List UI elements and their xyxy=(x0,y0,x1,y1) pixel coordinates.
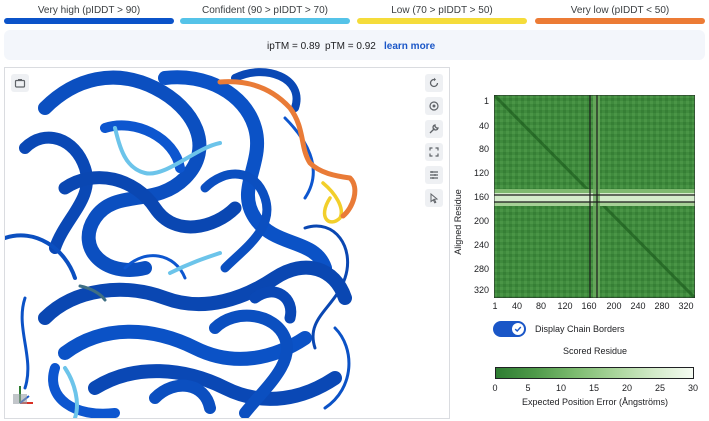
legend-confident: Confident (90 > pIDDT > 70) xyxy=(180,0,350,30)
x-tick: 120 xyxy=(557,301,573,311)
y-tick: 200 xyxy=(473,216,489,226)
chain-borders-toggle-row: Display Chain Borders xyxy=(493,321,625,337)
pae-y-label: Aligned Residue xyxy=(453,189,463,255)
pointer-icon[interactable] xyxy=(425,189,443,207)
check-icon xyxy=(514,326,522,332)
structure-viewer[interactable] xyxy=(4,67,450,419)
center-icon[interactable] xyxy=(425,97,443,115)
y-tick: 280 xyxy=(473,264,489,274)
colorbar-tick: 0 xyxy=(492,383,498,393)
chain-borders-label: Display Chain Borders xyxy=(535,324,625,334)
x-tick: 80 xyxy=(535,301,546,311)
ptm-score: pTM = 0.92 xyxy=(325,41,376,52)
y-tick: 40 xyxy=(478,121,489,131)
y-tick: 160 xyxy=(473,192,489,202)
toggle-knob xyxy=(512,323,524,335)
colorbar-tick: 30 xyxy=(687,383,698,393)
pae-colorbar xyxy=(495,367,694,379)
legend-very-high: Very high (pIDDT > 90) xyxy=(4,0,174,30)
legend-very-low-label: Very low (pIDDT < 50) xyxy=(570,5,670,16)
x-tick: 40 xyxy=(511,301,522,311)
reset-icon[interactable] xyxy=(425,74,443,92)
legend-confident-label: Confident (90 > pIDDT > 70) xyxy=(202,5,328,16)
legend-low-bar xyxy=(357,18,527,24)
wrench-icon[interactable] xyxy=(425,120,443,138)
x-tick: 160 xyxy=(581,301,597,311)
pae-panel: Aligned Residue 1 40 80 120 160 200 240 … xyxy=(453,67,709,421)
chain-borders-toggle[interactable] xyxy=(493,321,526,337)
y-tick: 1 xyxy=(483,96,489,106)
axes-gizmo-icon xyxy=(13,386,33,404)
x-tick: 240 xyxy=(630,301,646,311)
plddt-legend: Very high (pIDDT > 90) Confident (90 > p… xyxy=(0,0,709,30)
legend-low: Low (70 > pIDDT > 50) xyxy=(357,0,527,30)
colorbar-tick: 5 xyxy=(525,383,531,393)
score-panel: ipTM = 0.89 pTM = 0.92 learn more xyxy=(4,30,705,60)
legend-confident-bar xyxy=(180,18,350,24)
legend-very-low: Very low (pIDDT < 50) xyxy=(535,0,705,30)
legend-low-label: Low (70 > pIDDT > 50) xyxy=(391,5,493,16)
legend-very-low-bar xyxy=(535,18,705,24)
y-tick: 120 xyxy=(473,168,489,178)
fullscreen-icon[interactable] xyxy=(425,143,443,161)
screenshot-icon[interactable] xyxy=(11,74,29,92)
colorbar-label: Expected Position Error (Ångströms) xyxy=(521,397,669,407)
colorbar-tick: 15 xyxy=(588,383,599,393)
x-tick: 200 xyxy=(606,301,622,311)
colorbar-tick: 20 xyxy=(621,383,632,393)
x-tick: 1 xyxy=(492,301,498,311)
pae-heatmap[interactable] xyxy=(494,95,695,298)
y-tick: 320 xyxy=(473,285,489,295)
legend-very-high-label: Very high (pIDDT > 90) xyxy=(37,5,141,16)
iptm-score: ipTM = 0.89 xyxy=(267,41,321,52)
protein-structure-render[interactable] xyxy=(5,68,450,419)
pae-x-label: Scored Residue xyxy=(562,346,628,356)
sequence-icon[interactable] xyxy=(425,166,443,184)
y-tick: 240 xyxy=(473,240,489,250)
legend-very-high-bar xyxy=(4,18,174,24)
x-tick: 320 xyxy=(678,301,694,311)
x-tick: 280 xyxy=(654,301,670,311)
y-tick: 80 xyxy=(478,144,489,154)
colorbar-tick: 25 xyxy=(654,383,665,393)
learn-more-link[interactable]: learn more xyxy=(384,41,436,52)
colorbar-tick: 10 xyxy=(555,383,566,393)
